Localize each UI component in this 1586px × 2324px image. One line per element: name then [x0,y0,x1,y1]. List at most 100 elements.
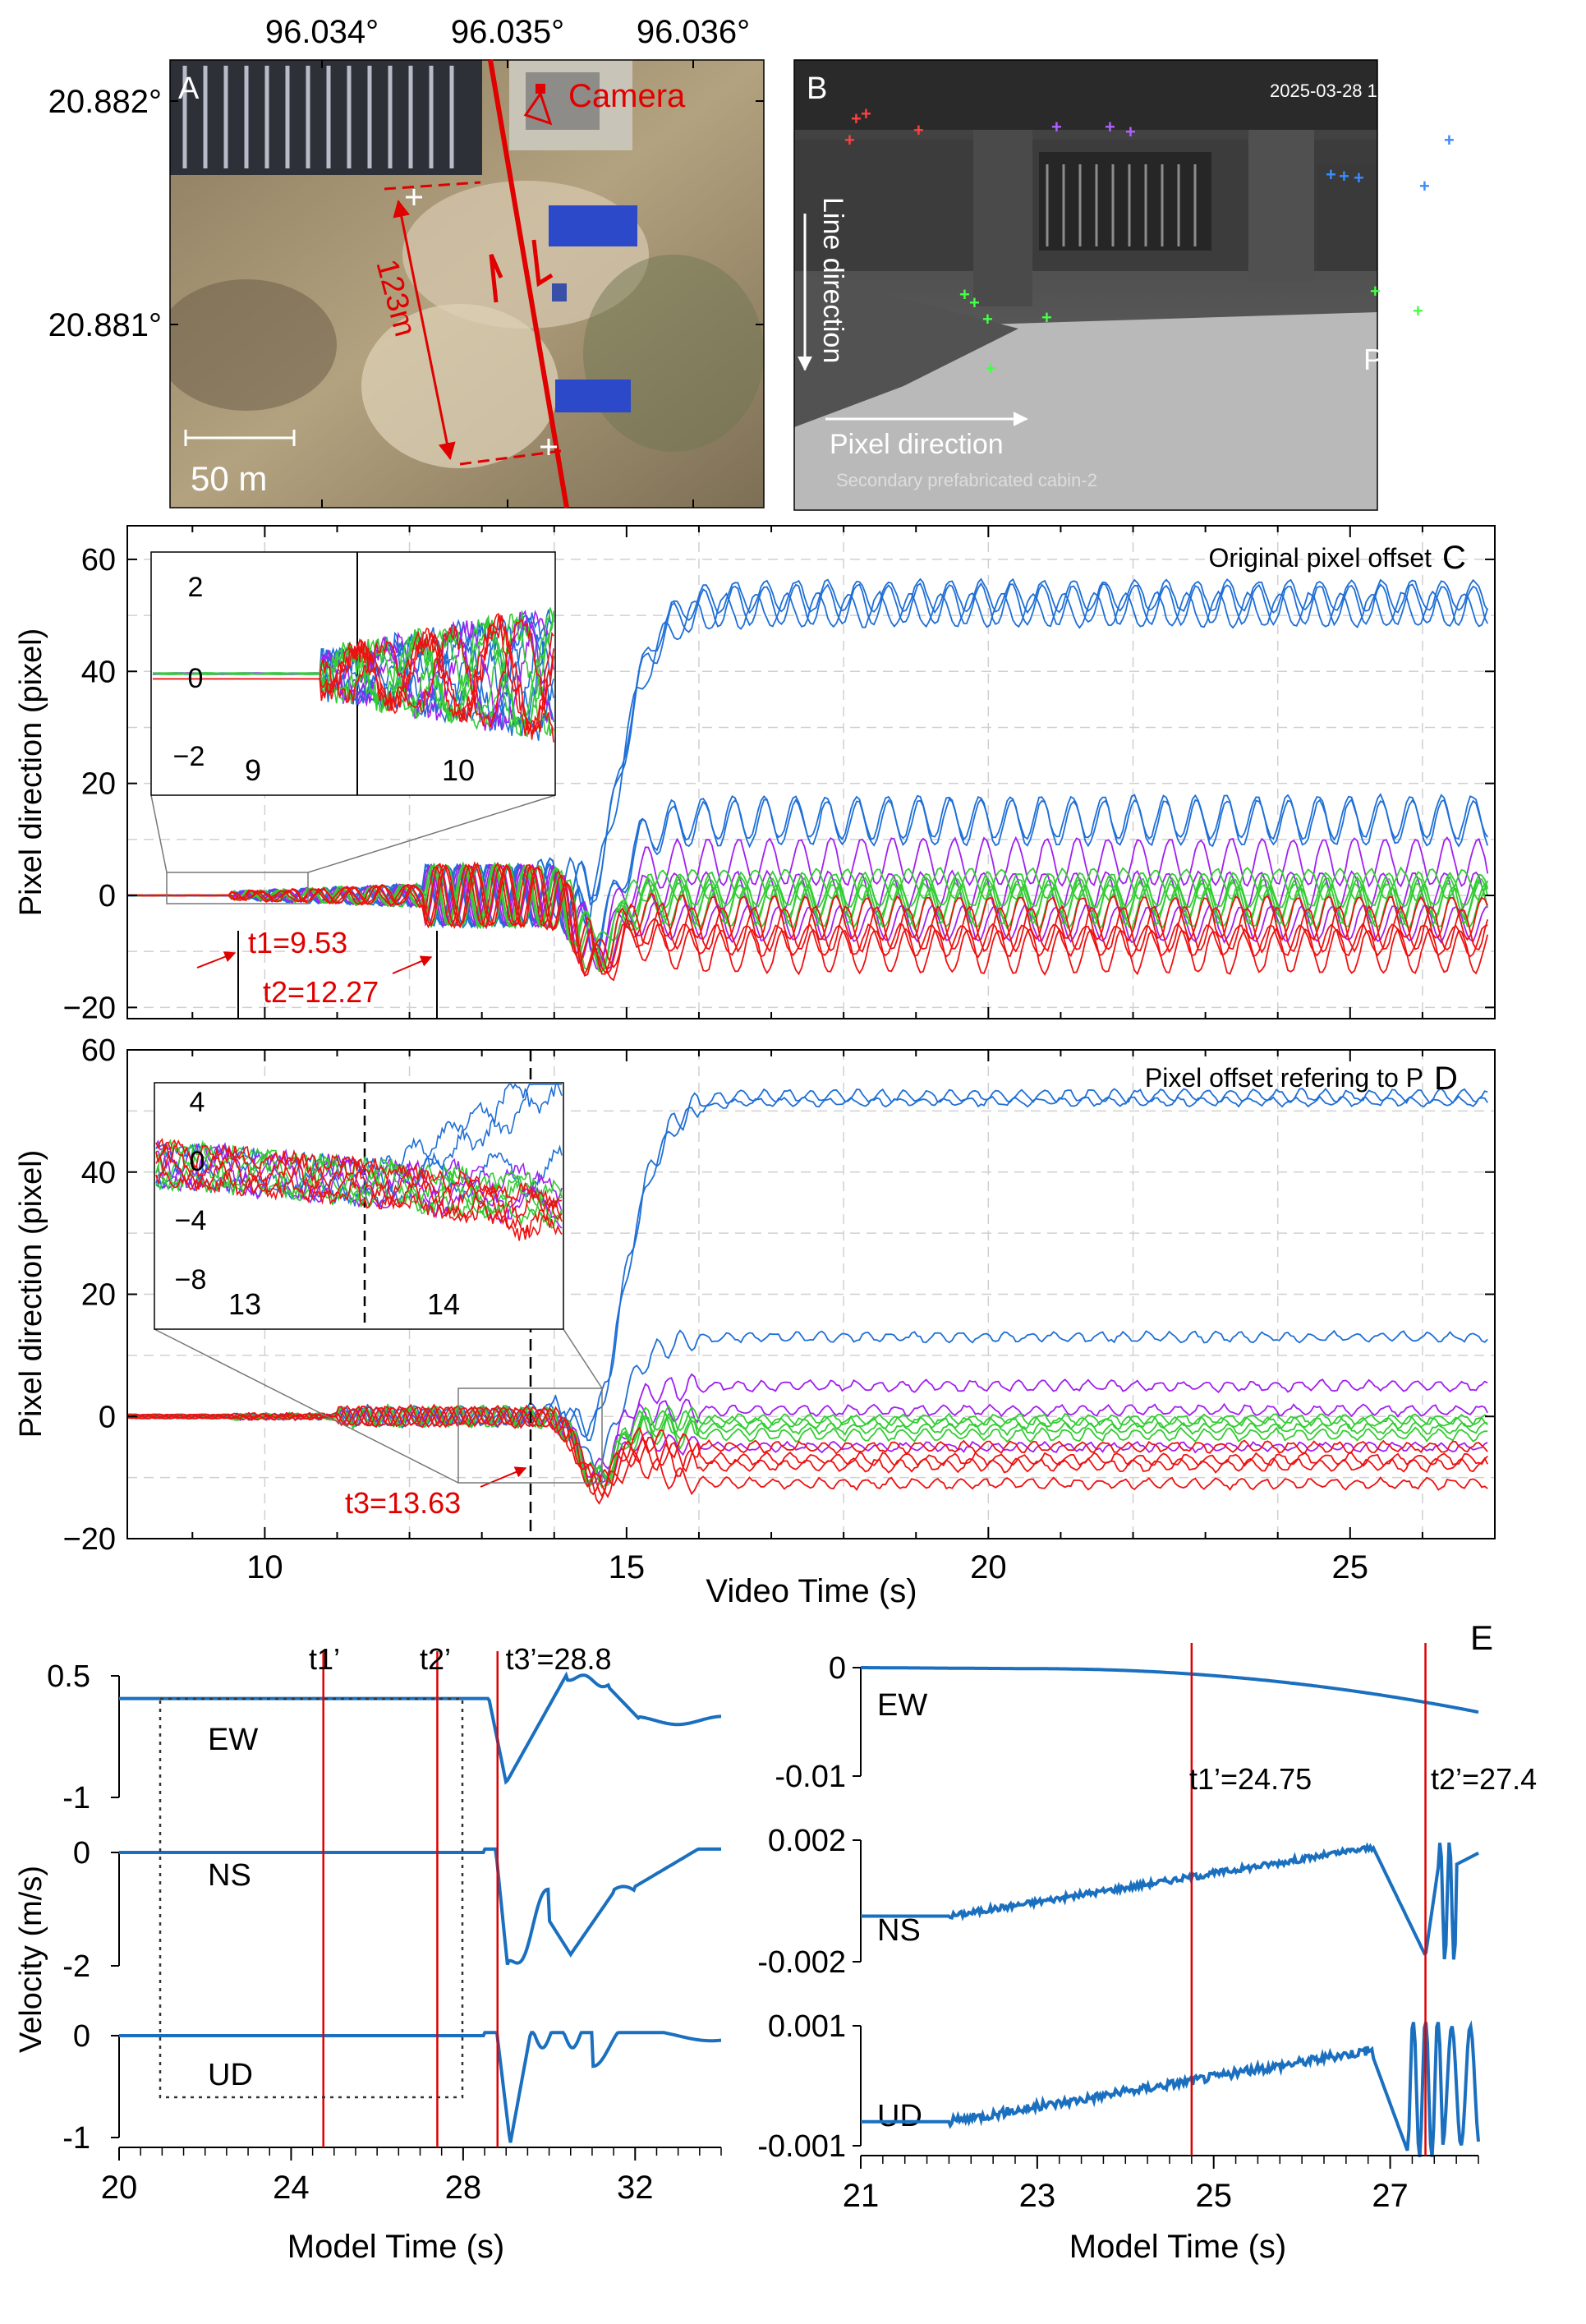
e-y-tick-label: 0.002 [768,1824,846,1858]
svg-text:+: + [969,292,980,313]
svg-text:+: + [1105,117,1115,137]
e-y-tick-label: 0 [73,1836,90,1871]
camera-view-icon [523,90,553,126]
lat-tick-1: 20.882° [48,84,162,120]
svg-text:+: + [1413,301,1423,321]
inset-d-xtick-14: 14 [427,1287,460,1321]
camera-frame [794,60,1377,510]
e-x-tick-label: 25 [1195,2178,1232,2214]
panel-e-right-traces: 0 -0.01 EW 0.002 -0.002 NS 0.001 -0.001 UD 21 23 25… [757,1643,1480,2214]
e-y-tick-label: 0 [73,2019,90,2054]
e-component-label: NS [208,1858,251,1893]
tracking-points: + + + + + + + ++ + + + + + + + ++ + [844,104,1455,379]
point-p-arrow [1379,335,1403,357]
series-line-green [127,861,1489,973]
panel-e-right: 0 -0.01 EW 0.002 -0.002 NS 0.001 -0.001 UD 21 23 25… [757,1618,1537,2265]
e-y-tick-label: 0.001 [768,2009,846,2044]
y-tick-label: 60 [81,543,116,578]
left-lateral-arrow-left [489,254,503,303]
panel-d-zoom-box [457,1387,603,1484]
svg-text:+: + [1041,307,1052,328]
panel-d-xticks: 10 15 20 25 [191,1050,1496,1585]
panel-b: B 2025-03-28 12:46:24 + + + + + + + ++ + + +… [793,59,1455,511]
panel-b-letter: B [807,71,827,106]
e-y-tick-label: -0.001 [757,2129,846,2164]
series-line-red [126,1405,1488,1496]
t1-arrow [196,951,237,969]
inset-c-ytick-2: 2 [188,572,204,603]
inset-series-red [155,1137,563,1230]
x-tick-label: 15 [609,1549,646,1585]
e-right-t2-label: t2’=27.4 [1431,1762,1537,1796]
y-tick-label: 40 [81,655,116,689]
series-line-red [126,863,1488,974]
e-y-tick-label: 0.5 [47,1659,90,1694]
e-x-tick-label: 23 [1019,2178,1056,2214]
e-left-t2-label: t2’ [420,1642,451,1676]
e-component-label: UD [877,2099,922,2133]
e-left-zoom-box [159,1697,464,2099]
svg-text:+: + [1354,168,1364,188]
panel-a: 96.034° 96.035° 96.036° 20.882° 20.881° … [48,14,765,509]
velocity-trace-NS [861,1842,1479,1960]
x-tick-label: 25 [1332,1549,1369,1585]
y-tick-label: 20 [81,1278,116,1313]
t2-arrow [392,955,433,974]
svg-text:+: + [986,358,996,379]
y-tick-label: 0 [99,879,116,913]
series-line-red [126,1403,1489,1499]
series-line-red [126,1405,1488,1505]
e-x-tick-label: 28 [445,2170,482,2206]
frame-timestamp: 2025-03-28 12:46:24 [1270,81,1437,101]
svg-text:+: + [1125,122,1136,142]
panel-c-xticks [191,526,1496,1019]
svg-text:+: + [913,120,924,140]
panel-e-right-xlabel: Model Time (s) [1069,2229,1287,2265]
velocity-trace-UD [119,2031,722,2143]
y-tick-label: 40 [81,1156,116,1190]
panel-e-letter: E [1470,1618,1493,1657]
inset-c-ytick-neg2: −2 [173,741,205,772]
panel-c-frame [126,525,1496,1019]
velocity-trace-NS [119,1847,721,1966]
svg-text:+: + [959,284,970,305]
series-line-red [126,861,1489,975]
panel-d-xlabel: Video Time (s) [706,1573,917,1609]
camera-label: Camera [568,78,686,114]
e-y-tick-label: 0 [829,1651,846,1686]
panel-d-ylabel: Pixel direction (pixel) [14,1150,48,1438]
svg-text:+: + [861,104,871,124]
velocity-trace-EW [861,1666,1479,1714]
inset-d-ytick-neg8: −8 [175,1264,207,1295]
lon-tick-3: 96.036° [637,14,750,50]
panel-e-left-xlabel: Model Time (s) [287,2229,505,2265]
e-left-t1-label: t1’ [309,1642,340,1676]
panel-a-letter: A [178,71,200,106]
e-right-t1-label: t1’=24.75 [1189,1762,1312,1796]
crosshair-markers [406,189,557,455]
e-component-label: NS [877,1913,921,1948]
inset-d-ytick-0: 0 [190,1146,205,1177]
series-line-red [126,861,1489,982]
e-y-tick-label: -2 [62,1949,90,1984]
inset-d-ytick-neg4: −4 [175,1205,207,1236]
inset-series-blue [155,1083,562,1207]
lon-tick-2: 96.035° [451,14,564,50]
series-line-red [126,1404,1488,1498]
y-tick-label: 60 [81,1033,116,1068]
svg-text:+: + [851,108,862,129]
point-p-label: P [1363,343,1383,376]
e-y-tick-label: -0.01 [775,1760,846,1794]
panel-c-inset-series [152,607,554,743]
lat-tick-2: 20.881° [48,307,162,343]
x-tick-label: 10 [246,1549,283,1585]
panel-d-inset: 4 0 −4 −8 13 14 [154,1082,564,1330]
panel-c-letter: C [1442,540,1466,576]
lon-tick-1: 96.034° [265,14,379,50]
e-left-t3-label: t3’=28.8 [505,1642,611,1676]
e-component-label: EW [208,1723,258,1757]
inset-d-ytick-4: 4 [190,1087,205,1118]
inset-series-red [155,1139,563,1241]
